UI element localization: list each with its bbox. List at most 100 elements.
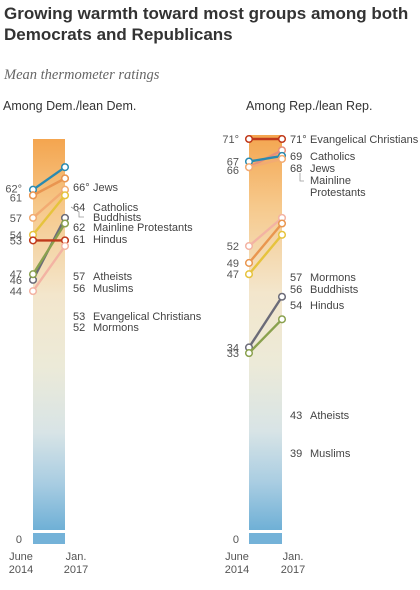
right-value-mormons-rep: 57 [290, 272, 302, 284]
right-value-mormons-dem: 52 [73, 322, 85, 334]
series-line-mormons-rep [248, 216, 283, 247]
right-label-jews-dem: Jews [93, 182, 119, 194]
point-2014-evangelical-christians-dem [28, 236, 38, 245]
point-2014-buddhists-dem [28, 191, 38, 200]
right-value-mainline-protestants-dem: 62 [73, 222, 85, 234]
right-value-muslims-rep: 39 [290, 448, 302, 460]
right-label-atheists-dem: Atheists [93, 271, 133, 283]
series-line-jews-rep [248, 154, 283, 163]
right-value-hindus-rep: 54 [290, 300, 302, 312]
point-2014-hindus-rep [244, 270, 254, 279]
right-label-mainline-protestants-dem: Mainline Protestants [93, 222, 193, 234]
series-line-buddhists-dem [32, 177, 66, 197]
right-value-buddhists-rep: 56 [290, 284, 302, 296]
x-tick-label-rep-1-line2: 2017 [281, 564, 305, 576]
left-label-dem-3: 54 [10, 230, 22, 242]
thermometer-bar-rep [249, 135, 282, 530]
chart-subtitle: Mean thermometer ratings [4, 67, 160, 83]
point-2014-evangelical-christians-rep [244, 134, 254, 144]
point-2017-muslims-dem [60, 219, 70, 228]
point-2017-buddhists-rep [277, 219, 287, 228]
chart-title: Growing warmth toward most groups among … [4, 4, 409, 44]
left-label-rep-3: 52 [227, 241, 239, 253]
point-2014-mormons-rep [244, 241, 254, 251]
series-line-mainline-protestants-rep [248, 157, 283, 169]
right-label-mormons-rep: Mormons [310, 272, 356, 284]
right-label-catholics-dem: Catholics [93, 202, 139, 214]
thermometer-base-dem [33, 533, 65, 544]
right-label-buddhists-rep: Buddhists [310, 284, 359, 296]
series-line-mainline-protestants-dem [32, 188, 66, 219]
point-2017-mormons-dem [60, 241, 70, 251]
series-line-muslims-rep [248, 318, 283, 354]
right-label-mormons-dem: Mormons [93, 322, 139, 334]
point-2017-buddhists-dem [60, 174, 70, 183]
right-value-evangelical-christians-dem: 53 [73, 311, 85, 323]
point-2014-mainline-protestants-rep [244, 163, 254, 172]
series-line-buddhists-rep [248, 222, 283, 264]
left-label-rep-5: 47 [227, 269, 239, 281]
right-value-evangelical-christians-rep: 71° [290, 134, 307, 146]
point-2017-mainline-protestants-rep [277, 154, 287, 163]
leader-line-buddhists-dem [70, 206, 84, 218]
right-label-muslims-rep: Muslims [310, 448, 351, 460]
right-label-catholics-rep: Catholics [310, 151, 356, 163]
point-2014-mainline-protestants-dem [28, 213, 38, 222]
left-label-rep-0: 71° [222, 134, 239, 146]
axis-zero-label-dem: 0 [16, 534, 22, 546]
left-label-dem-5: 47 [10, 269, 22, 281]
x-tick-label-dem-1-line1: Jan. [66, 551, 87, 563]
x-tick-label-rep-0-line2: 2014 [225, 564, 249, 576]
point-2014-muslims-dem [28, 270, 38, 279]
left-label-dem-2: 57 [10, 213, 22, 225]
right-label-evangelical-christians-rep: Evangelical Christians [310, 134, 419, 146]
right-label-atheists-rep: Atheists [310, 410, 350, 422]
axis-zero-label-rep: 0 [233, 534, 239, 546]
right-value-atheists-dem: 57 [73, 271, 85, 283]
left-label-dem-1: 61 [10, 192, 22, 204]
point-2014-buddhists-rep [244, 258, 254, 267]
left-label-rep-2: 66 [227, 165, 239, 177]
right-label-hindus-rep: Hindus [310, 300, 345, 312]
left-label-dem-7: 44 [10, 286, 22, 298]
series-line-jews-dem [32, 166, 66, 191]
left-label-rep-7: 33 [227, 348, 239, 360]
point-2014-muslims-rep [244, 349, 254, 358]
left-label-dem-4: 53 [10, 235, 22, 247]
thermometer-bar-dem [33, 139, 65, 530]
point-2017-evangelical-christians-rep [277, 134, 287, 144]
panel-title-rep: Among Rep./lean Rep. [246, 99, 372, 113]
right-value-hindus-dem: 61 [73, 234, 85, 246]
series-line-mormons-dem [32, 245, 66, 292]
thermometer-base-rep [249, 533, 282, 544]
right-value-atheists-rep: 43 [290, 410, 302, 422]
series-line-hindus-rep [248, 234, 283, 275]
right-value-catholics-dem: 64 [73, 202, 85, 214]
x-tick-label-dem-1-line2: 2017 [64, 564, 88, 576]
point-2017-atheists-rep [277, 292, 287, 301]
x-tick-label-dem-0-line2: 2014 [9, 564, 33, 576]
x-tick-label-dem-0-line1: June [9, 551, 33, 563]
right-label-muslims-dem: Muslims [93, 283, 134, 295]
right-label-mainline-rep: Mainline [310, 175, 351, 187]
axis-break-rep [249, 530, 282, 533]
left-label-dem-0: 62° [5, 184, 22, 196]
right-label-protestants-rep: Protestants [310, 187, 366, 199]
right-value-jews-dem: 66° [73, 182, 90, 194]
x-tick-label-rep-0-line1: June [225, 551, 249, 563]
left-label-rep-6: 34 [227, 342, 239, 354]
right-label-buddhists-dem: Buddhists [93, 212, 142, 224]
panel-title-dem: Among Dem./lean Dem. [3, 99, 136, 113]
series-line-atheists-rep [247, 296, 284, 349]
right-label-jews-rep: Jews [310, 163, 336, 175]
series-line-muslims-dem [31, 222, 67, 275]
right-label-evangelical-christians-dem: Evangelical Christians [93, 311, 202, 323]
x-tick-label-rep-1-line1: Jan. [283, 551, 304, 563]
left-label-rep-4: 49 [227, 258, 239, 270]
point-2017-hindus-dem [60, 191, 70, 200]
left-label-rep-1: 67 [227, 157, 239, 169]
left-label-dem-6: 46 [10, 275, 22, 287]
point-2017-hindus-rep [277, 230, 287, 239]
right-value-jews-rep: 68 [290, 163, 302, 175]
